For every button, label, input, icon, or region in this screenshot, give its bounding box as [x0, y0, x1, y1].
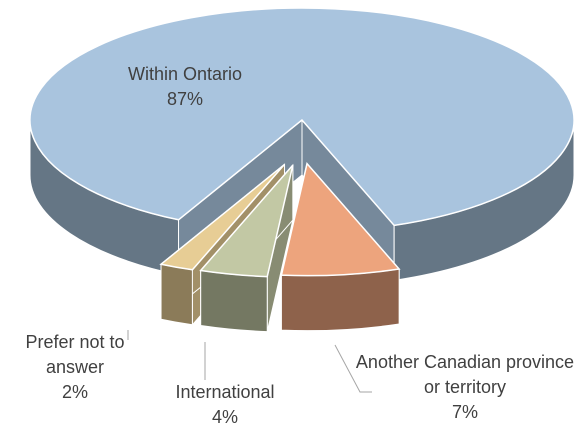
category-label: International — [175, 382, 275, 402]
slice — [199, 164, 294, 278]
slice — [29, 7, 575, 227]
category-label: Another Canadian province or territory — [355, 352, 575, 397]
data-label: Another Canadian province or territory 7% — [355, 350, 575, 425]
slice-wall — [160, 263, 193, 326]
value-label: 7% — [451, 402, 478, 422]
value-label: 4% — [211, 407, 238, 427]
slice-wall — [200, 269, 268, 333]
category-label: Within Ontario — [127, 64, 243, 84]
value-label: 2% — [61, 382, 88, 402]
category-label: Prefer not to answer — [25, 332, 125, 377]
leader-line — [334, 344, 372, 393]
data-label: Prefer not to answer 2% — [5, 330, 145, 405]
value-label: 87% — [166, 89, 204, 109]
slice-wall — [280, 268, 400, 332]
data-label: Within Ontario 87% — [85, 62, 285, 112]
slice — [159, 163, 286, 271]
data-label: International 4% — [150, 380, 300, 430]
slice — [280, 162, 401, 277]
